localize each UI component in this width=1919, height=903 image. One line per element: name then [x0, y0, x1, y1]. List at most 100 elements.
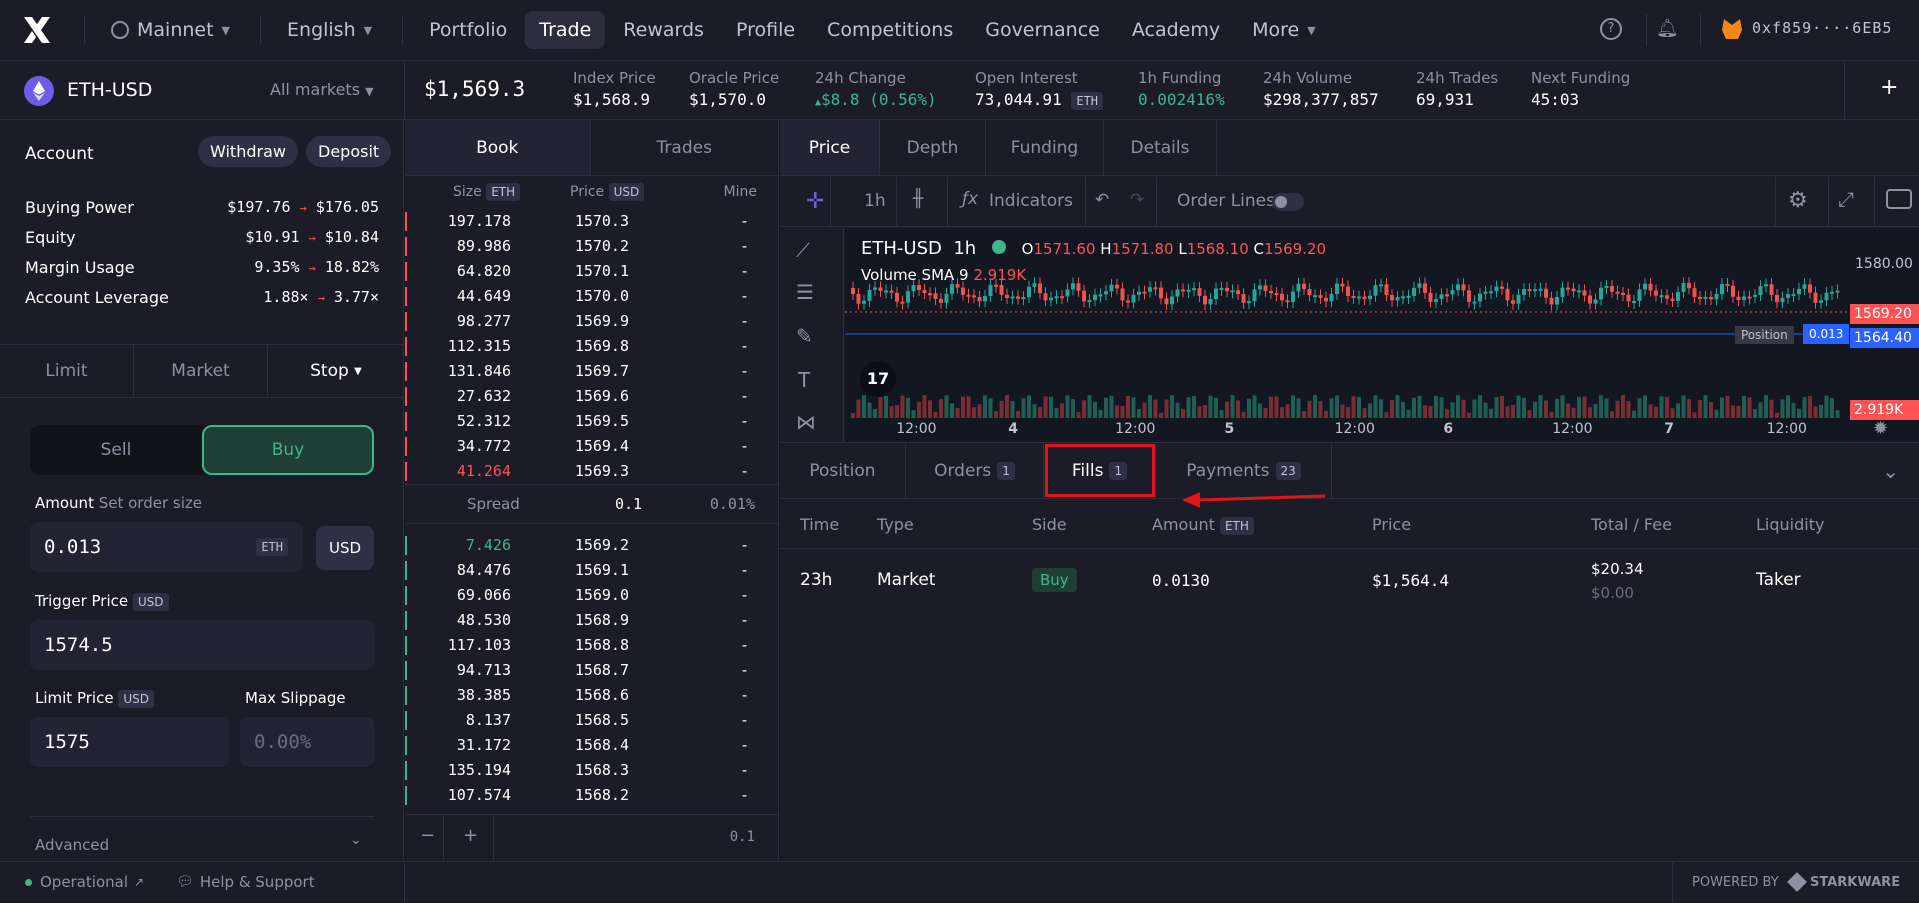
unit-tag: ETH [256, 538, 288, 556]
language-selector[interactable]: English ▼ [273, 11, 386, 49]
withdraw-button[interactable]: Withdraw [198, 136, 298, 167]
candle [1010, 296, 1015, 299]
orderbook-row[interactable]: 197.178 1570.3 - [405, 209, 779, 234]
buy-button[interactable]: Buy [202, 425, 374, 475]
advanced-toggle[interactable]: Advanced [35, 836, 110, 854]
orderbook-row[interactable]: 52.312 1569.5 - [405, 409, 779, 434]
orderbook-row[interactable]: 89.986 1570.2 - [405, 234, 779, 259]
tab-limit[interactable]: Limit [0, 345, 134, 397]
tradingview-logo[interactable]: 17 [860, 361, 896, 397]
nav-rewards[interactable]: Rewards [623, 19, 704, 41]
interval-selector[interactable]: 1h [864, 191, 886, 211]
order-lines-toggle[interactable] [1272, 193, 1304, 211]
volume-bar [1610, 411, 1614, 418]
tab-funding[interactable]: Funding [986, 120, 1104, 175]
plus-icon[interactable]: + [463, 825, 479, 846]
trigger-price-input[interactable]: 1574.5 [30, 620, 374, 670]
tab-payments[interactable]: Payments 23 [1156, 443, 1332, 498]
orderbook-row[interactable]: 27.632 1569.6 - [405, 384, 779, 409]
candles-icon[interactable]: ╫ [913, 189, 924, 209]
text-icon[interactable]: T [798, 368, 811, 392]
chevron-down-icon[interactable]: ⌄ [1882, 459, 1899, 483]
chart-settings-icon[interactable]: ✹ [1873, 418, 1889, 439]
nav-governance[interactable]: Governance [985, 19, 1100, 41]
chevron-down-icon[interactable]: ⌄ [350, 832, 362, 848]
fib-icon[interactable]: ☰ [796, 280, 814, 304]
nav-academy[interactable]: Academy [1131, 19, 1221, 41]
nav-portfolio[interactable]: Portfolio [429, 19, 508, 41]
sell-button[interactable]: Sell [100, 440, 132, 460]
row-mine: - [739, 661, 749, 679]
redo-icon[interactable]: ↷ [1130, 190, 1145, 210]
tab-position[interactable]: Position [780, 443, 906, 498]
tab-price[interactable]: Price [780, 120, 880, 175]
orderbook-row[interactable]: 38.385 1568.6 - [405, 683, 779, 708]
row-mine: - [739, 611, 749, 629]
indicators-button[interactable]: Indicators [989, 191, 1073, 211]
amount-input[interactable]: 0.013 ETH [30, 522, 302, 572]
orderbook-row[interactable]: 84.476 1569.1 - [405, 558, 779, 583]
orderbook-row[interactable]: 69.066 1569.0 - [405, 583, 779, 608]
help-support-link[interactable]: Help & Support [199, 873, 315, 891]
tab-depth[interactable]: Depth [880, 120, 986, 175]
status-link[interactable]: Operational [40, 873, 129, 891]
pattern-icon[interactable]: ⋈ [796, 410, 816, 434]
orderbook-row[interactable]: 98.277 1569.9 - [405, 309, 779, 334]
row-price: 1569.9 [574, 312, 629, 330]
tab-trades[interactable]: Trades [656, 137, 712, 158]
minus-icon[interactable]: − [420, 825, 436, 846]
help-icon[interactable]: ? [1600, 18, 1622, 40]
nav-profile[interactable]: Profile [735, 19, 796, 41]
undo-icon[interactable]: ↶ [1095, 190, 1110, 210]
all-markets-selector[interactable]: All markets ▼ [270, 80, 374, 99]
volume-bar [1709, 401, 1713, 418]
nav-competitions[interactable]: Competitions [827, 19, 954, 41]
usd-toggle-button[interactable]: USD [316, 526, 374, 570]
deposit-button[interactable]: Deposit [306, 136, 392, 167]
camera-icon[interactable] [1886, 189, 1912, 209]
tab-stop[interactable]: Stop ▼ [268, 345, 404, 397]
orderbook-row[interactable]: 34.772 1569.4 - [405, 434, 779, 459]
orderbook-row[interactable]: 41.264 1569.3 - [405, 459, 779, 484]
orderbook-row[interactable]: 112.315 1569.8 - [405, 334, 779, 359]
brush-icon[interactable]: ✎ [796, 324, 813, 348]
orderbook-row[interactable]: 131.846 1569.7 - [405, 359, 779, 384]
plus-icon[interactable]: + [1880, 75, 1899, 100]
orderbook-row[interactable]: 94.713 1568.7 - [405, 658, 779, 683]
tab-market[interactable]: Market [134, 345, 268, 397]
crosshair-icon[interactable]: ✛ [806, 189, 825, 214]
grouping-value[interactable]: 0.1 [729, 829, 755, 845]
nav-trade[interactable]: Trade [525, 11, 606, 49]
orderbook-row[interactable]: 117.103 1568.8 - [405, 633, 779, 658]
volume-bar [867, 402, 872, 418]
settings-icon[interactable]: ⚙︎ [1788, 188, 1808, 213]
orderbook-row[interactable]: 31.172 1568.4 - [405, 733, 779, 758]
limit-price-input[interactable]: 1575 [30, 717, 229, 767]
price-chart[interactable]: ETH-USD 1h O1571.60 H1571.80 L1568.10 C1… [845, 228, 1919, 442]
volume-bar [1632, 410, 1636, 418]
wallet-address[interactable]: 0xf859····6EB5 [1752, 19, 1893, 37]
orderbook-row[interactable]: 48.530 1568.9 - [405, 608, 779, 633]
tab-details[interactable]: Details [1104, 120, 1217, 175]
candle [1269, 290, 1273, 294]
network-selector[interactable]: Mainnet ▼ [97, 11, 244, 49]
orderbook-row[interactable]: 44.649 1570.0 - [405, 284, 779, 309]
orderbook-row[interactable]: 7.426 1569.2 - [405, 533, 779, 558]
max-slippage-input[interactable]: 0.00% [240, 717, 374, 767]
chevron-down-icon: ▼ [354, 365, 362, 377]
tab-book[interactable]: Book [405, 120, 591, 175]
table-row[interactable]: 23h Market Buy 0.0130 $1,564.4 $20.34 $0… [780, 550, 1919, 614]
bell-icon[interactable]: 🔔︎ [1656, 18, 1679, 39]
dydx-logo[interactable] [20, 13, 54, 47]
orderbook-row[interactable]: 135.194 1568.3 - [405, 758, 779, 783]
fullscreen-icon[interactable]: ⤢ [1838, 187, 1854, 211]
tab-orders[interactable]: Orders 1 [906, 443, 1044, 498]
candle [1076, 283, 1081, 291]
orderbook-row[interactable]: 64.820 1570.1 - [405, 259, 779, 284]
trendline-icon[interactable]: ⟋ [796, 238, 810, 262]
up-arrow-icon: ▲ [815, 97, 822, 108]
nav-more[interactable]: More ▼ [1238, 11, 1330, 49]
orderbook-row[interactable]: 8.137 1568.5 - [405, 708, 779, 733]
orderbook-row[interactable]: 107.574 1568.2 - [405, 783, 779, 808]
tab-fills[interactable]: Fills 1 [1044, 443, 1156, 498]
